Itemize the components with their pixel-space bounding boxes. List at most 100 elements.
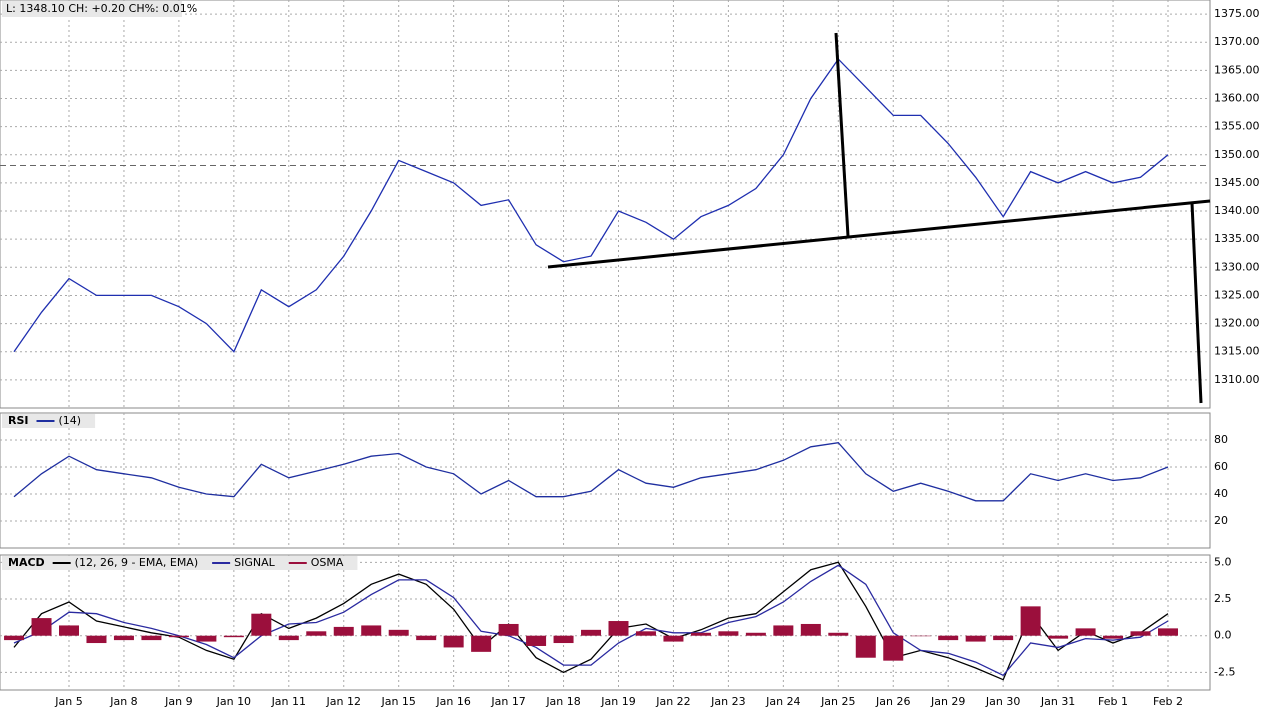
legend-label: (12, 26, 9 - EMA, EMA) [75,556,198,569]
osma-bar [306,631,327,636]
osma-bar [800,623,821,636]
x-tick-label: Jan 23 [710,695,745,708]
osma-bar [828,632,849,636]
y-tick-label: 1350.00 [1214,148,1260,161]
y-tick-label: 1365.00 [1214,63,1260,76]
osma-bar [690,632,711,636]
y-tick-label: 1310.00 [1214,373,1260,386]
header: L: 1348.10 CH: +0.20 CH%: 0.01% [6,2,197,15]
osma-bar [196,635,217,642]
x-tick-label: Jan 16 [435,695,470,708]
osma-bar [745,632,766,636]
x-tick-label: Feb 1 [1098,695,1128,708]
osma-bar [361,625,382,636]
osma-bar [416,635,437,641]
x-tick-label: Jan 5 [54,695,82,708]
osma-bar [773,625,794,636]
x-tick-label: Jan 12 [326,695,361,708]
osma-bar [4,635,25,641]
y-tick-label: 2.5 [1214,592,1232,605]
y-tick-label: 1330.00 [1214,260,1260,273]
osma-bar [581,629,602,636]
y-tick-label: -2.5 [1214,665,1235,678]
x-tick-label: Jan 22 [655,695,690,708]
legend-label: SIGNAL [234,556,276,569]
x-tick-label: Jan 10 [216,695,251,708]
osma-bar [910,635,931,637]
osma-bar [663,635,684,642]
osma-bar [251,613,272,636]
pattern-lines [547,32,1211,404]
y-tick-label: 1325.00 [1214,288,1260,301]
x-tick-label: Jan 29 [930,695,965,708]
x-tick-label: Jan 8 [109,695,137,708]
osma-bar [86,635,107,644]
y-tick-label: 1335.00 [1214,232,1260,245]
osma-bar [1075,628,1096,636]
x-tick-label: Jan 19 [600,695,635,708]
osma-bar [993,635,1014,641]
legend-bg [2,556,358,570]
osma-bar [31,618,52,636]
head-line [834,32,850,237]
target-line [1190,202,1203,404]
x-tick-label: Jan 26 [875,695,910,708]
y-tick-label: 40 [1214,487,1228,500]
series-line [13,564,1169,677]
osma-bar [443,635,464,648]
osma-bar [498,623,519,636]
x-tick-label: Feb 2 [1153,695,1183,708]
y-tick-label: 0.0 [1214,629,1232,642]
osma-bar [333,626,354,636]
osma-bar [113,635,134,641]
price-panel [0,0,1211,409]
legend-label: (14) [59,414,82,427]
neckline [547,199,1211,269]
legend-label: OSMA [311,556,344,569]
osma-bar [141,635,162,641]
header-bg [2,1,182,17]
osma-bar [278,635,299,641]
y-tick-label: 1360.00 [1214,91,1260,104]
osma-bar [718,631,739,636]
osma-bar [1103,635,1124,639]
osma-bar [965,635,986,642]
x-tick-label: Jan 31 [1040,695,1075,708]
osma-bar [59,625,79,636]
osma-bar [168,635,189,638]
x-tick-label: Jan 30 [985,695,1020,708]
y-tick-label: 5.0 [1214,555,1232,568]
osma-bar [938,635,959,641]
legend-title: RSI [8,414,29,427]
osma-bar [388,629,409,636]
y-tick-label: 1370.00 [1214,35,1260,48]
osma-bar [223,635,244,638]
osma-bar [635,631,656,636]
y-tick-label: 1355.00 [1214,120,1260,133]
y-tick-label: 1340.00 [1214,204,1260,217]
y-tick-label: 1315.00 [1214,345,1260,358]
osma-bar [553,635,574,644]
osma-bar [526,635,547,646]
x-tick-label: Jan 25 [820,695,855,708]
x-tick-label: Jan 9 [164,695,192,708]
macd-panel [0,554,1211,691]
osma-bar [1158,628,1178,636]
rsi-panel [0,412,1211,549]
legend-title: MACD [8,556,45,569]
osma-bar [608,621,629,636]
x-tick-label: Jan 17 [490,695,525,708]
series-line [13,58,1169,353]
osma-bar [1020,606,1041,636]
y-tick-label: 1375.00 [1214,7,1260,20]
x-tick-label: Jan 18 [545,695,580,708]
y-tick-label: 80 [1214,433,1228,446]
osma-bar [471,635,492,652]
osma-bar [855,635,876,658]
x-tick-label: Jan 24 [765,695,800,708]
series-line [13,561,1169,681]
x-tick-label: Jan 11 [271,695,306,708]
series-line [13,442,1169,502]
y-tick-label: 20 [1214,514,1228,527]
